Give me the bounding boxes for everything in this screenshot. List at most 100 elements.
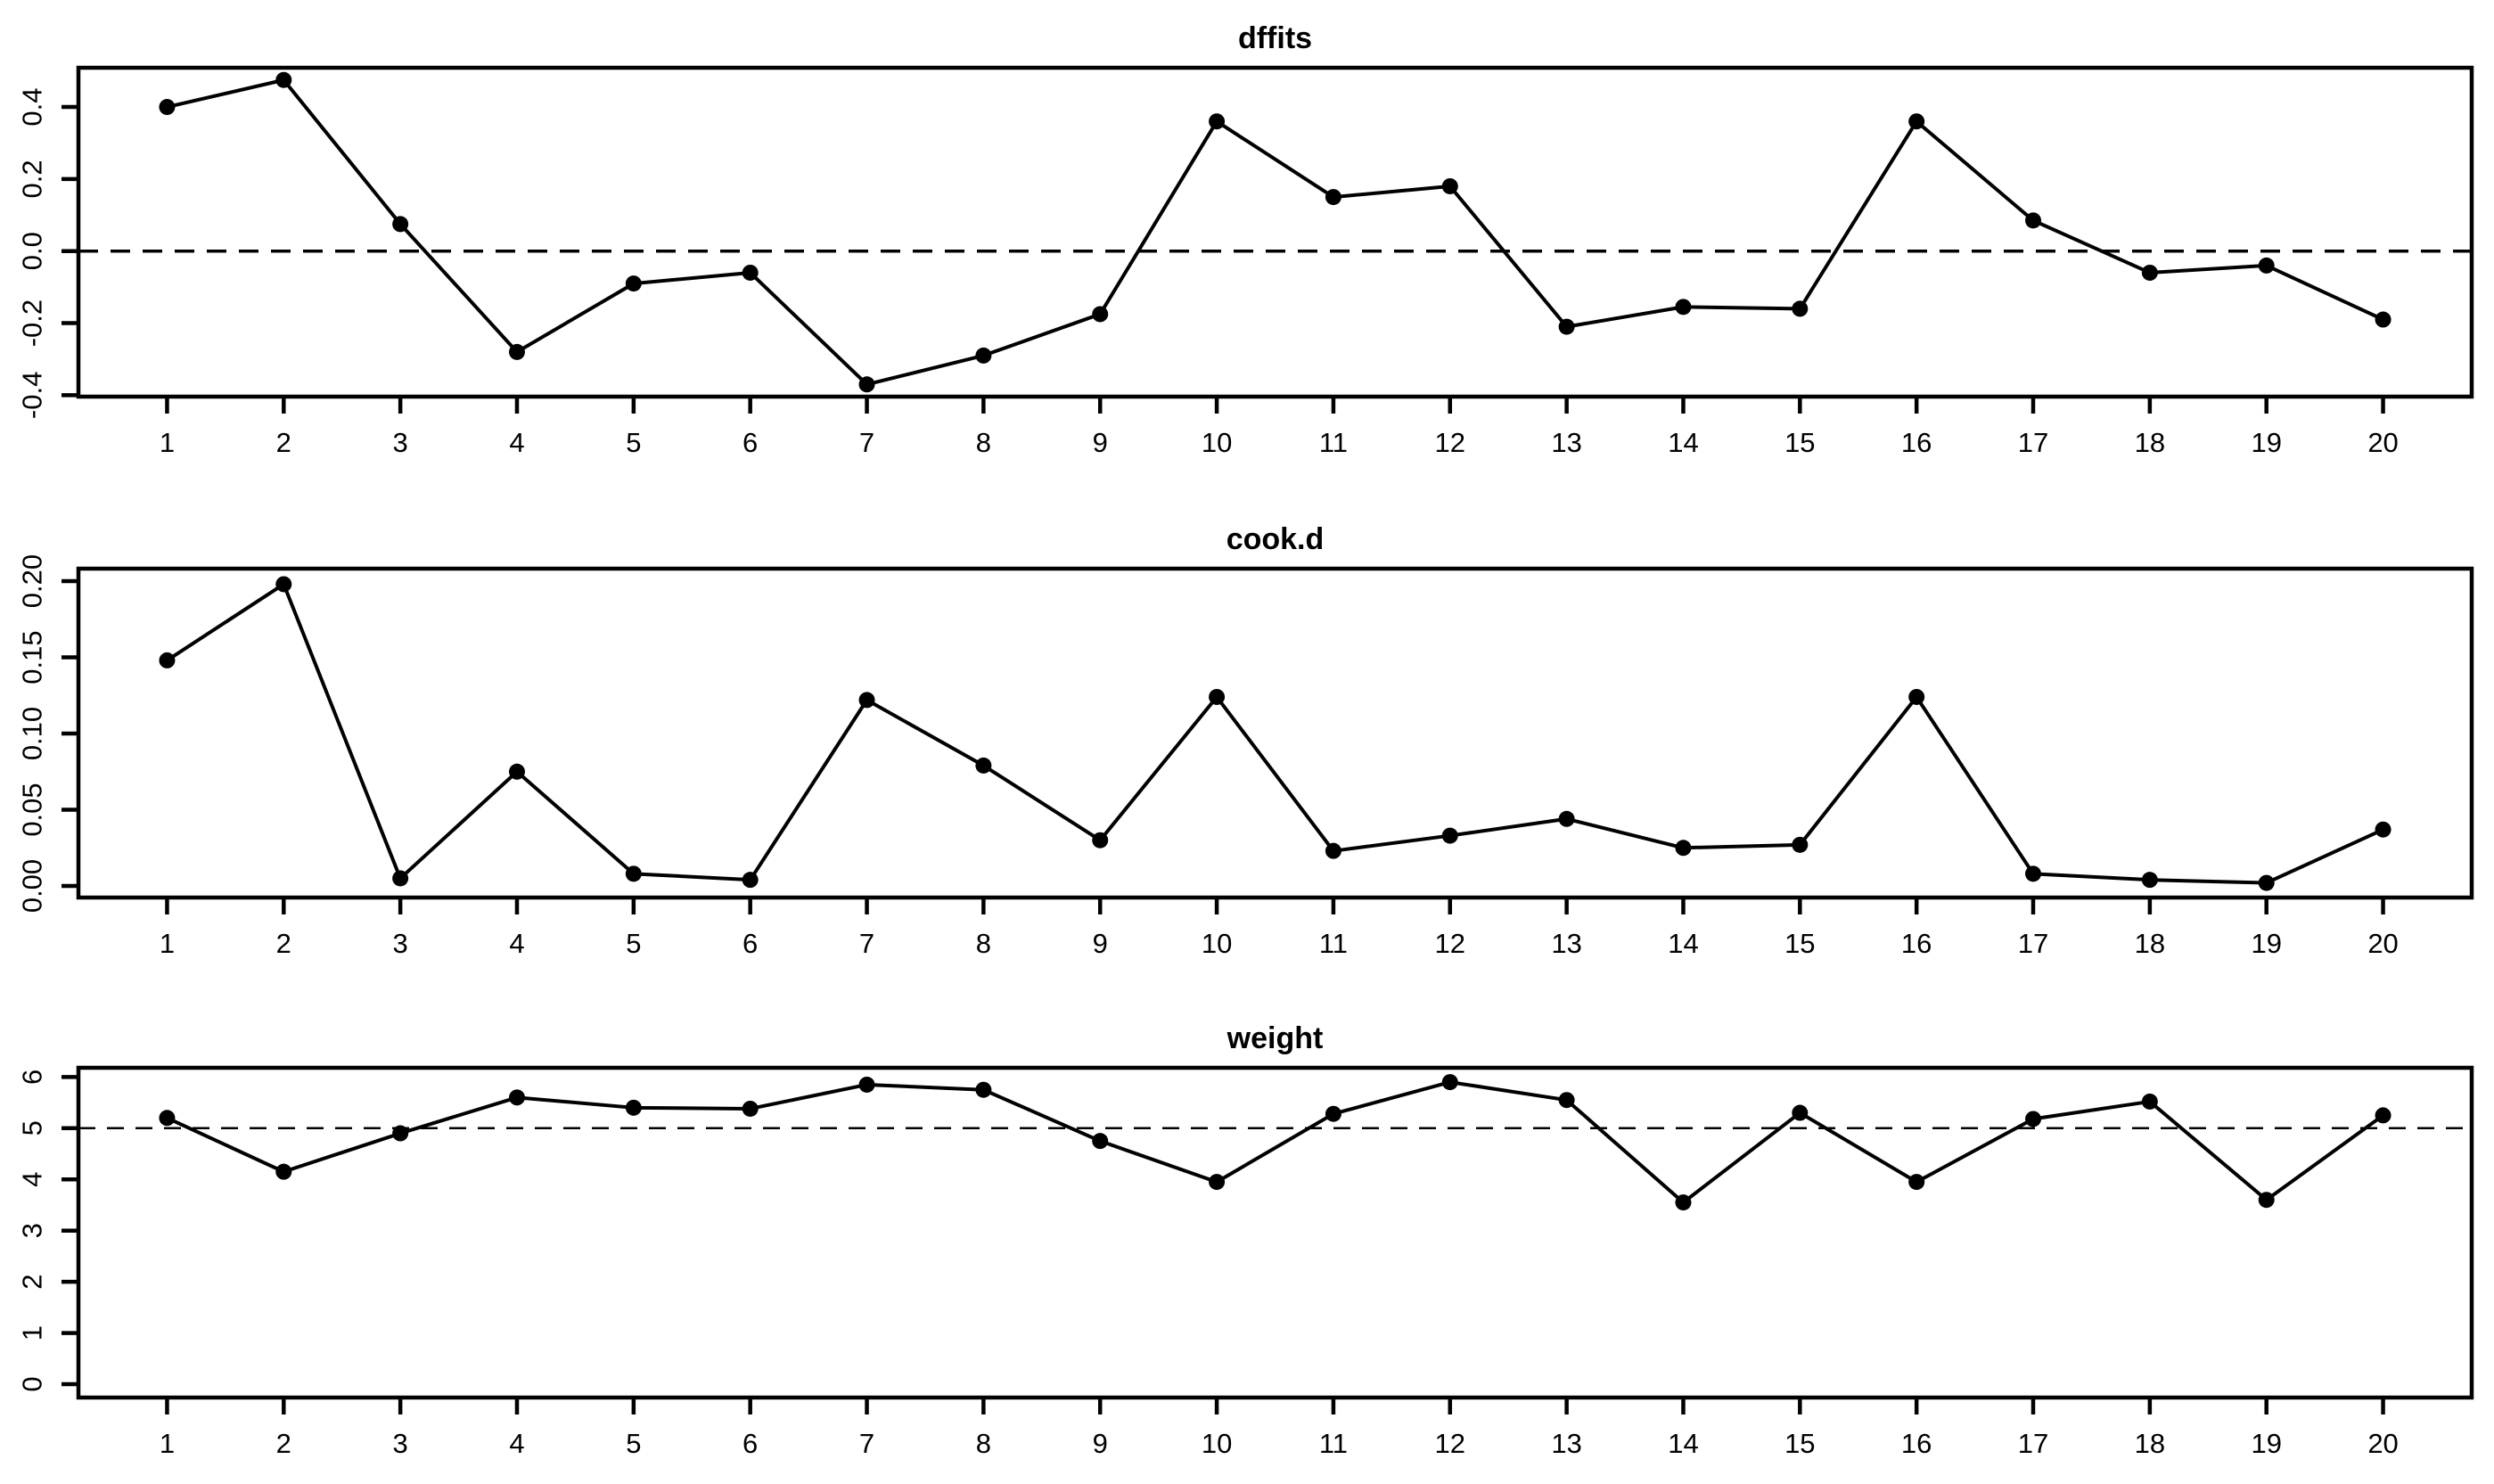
y-axis-tick-label: 0.05 <box>17 783 48 836</box>
x-axis-tick-label: 13 <box>1551 1428 1581 1459</box>
data-point <box>742 872 759 889</box>
x-axis-tick-label: 16 <box>1901 928 1932 959</box>
x-axis-tick-label: 9 <box>1093 1428 1108 1459</box>
x-axis-tick-label: 1 <box>160 1428 175 1459</box>
x-axis-tick-label: 15 <box>1784 928 1815 959</box>
x-axis-tick-label: 3 <box>393 1428 408 1459</box>
x-axis-tick-label: 2 <box>276 1428 291 1459</box>
x-axis-tick-label: 15 <box>1784 427 1815 458</box>
panel-title: dffits <box>1238 21 1312 55</box>
x-axis-tick-label: 20 <box>2367 427 2398 458</box>
data-point <box>508 763 525 780</box>
x-axis-tick-label: 15 <box>1784 1428 1815 1459</box>
x-axis-tick-label: 2 <box>276 928 291 959</box>
x-axis-tick-label: 11 <box>1319 1428 1348 1459</box>
x-axis-tick-label: 1 <box>160 427 175 458</box>
y-axis-tick-label: -0.4 <box>17 372 48 419</box>
data-point <box>1675 1194 1692 1211</box>
data-point <box>1441 827 1458 844</box>
x-axis-tick-label: 5 <box>626 427 641 458</box>
x-axis-tick-label: 12 <box>1435 1428 1465 1459</box>
x-axis-tick-label: 11 <box>1319 427 1348 458</box>
data-point <box>625 865 642 882</box>
x-axis-tick-label: 6 <box>742 427 758 458</box>
series-line <box>165 582 2385 885</box>
x-axis-tick-label: 7 <box>859 427 874 458</box>
plot-box <box>76 65 2474 399</box>
x-axis-tick-label: 20 <box>2367 1428 2398 1459</box>
data-point <box>1325 1105 1341 1122</box>
y-axis-tick-label: 0 <box>17 1376 48 1391</box>
data-point <box>2025 1111 2042 1127</box>
data-point <box>1908 113 1925 130</box>
x-axis-tick-label: 14 <box>1668 427 1698 458</box>
plot-box <box>76 566 2474 900</box>
data-point <box>2258 1192 2275 1209</box>
data-point <box>2375 1107 2391 1124</box>
x-axis-tick-label: 2 <box>276 427 291 458</box>
panel-weight: 1 2 3 4 5 6 7 8 9 10 11 12 13 14 15 16 17 18 19 200123456we… <box>17 1021 2474 1459</box>
data-point <box>275 71 292 88</box>
x-axis-tick-label: 6 <box>742 1428 758 1459</box>
data-point <box>508 1089 525 1106</box>
data-point <box>159 1110 176 1127</box>
x-axis-tick-label: 6 <box>742 928 758 959</box>
data-point <box>1558 810 1575 827</box>
data-point <box>1908 1174 1925 1191</box>
x-axis-tick-label: 18 <box>2135 427 2165 458</box>
x-axis-tick-label: 10 <box>1202 427 1232 458</box>
x-axis-tick-label: 14 <box>1668 1428 1698 1459</box>
data-point <box>858 376 875 393</box>
plot-box <box>76 1065 2474 1400</box>
y-axis-tick-label: 3 <box>17 1223 48 1238</box>
x-axis-tick-label: 19 <box>2251 1428 2281 1459</box>
x-axis-tick-label: 8 <box>976 427 991 458</box>
series-line <box>165 1080 2385 1205</box>
data-point <box>2141 264 2158 281</box>
data-point <box>975 757 992 774</box>
data-point <box>1441 177 1458 194</box>
data-point <box>392 870 409 887</box>
x-axis-tick-label: 13 <box>1551 427 1581 458</box>
x-axis-tick-label: 7 <box>859 1428 874 1459</box>
data-point <box>1209 688 1226 705</box>
data-point <box>625 1099 642 1116</box>
x-axis-tick-label: 16 <box>1901 1428 1932 1459</box>
data-point <box>1558 1092 1575 1109</box>
data-point <box>2258 874 2275 891</box>
y-axis-tick-label: 2 <box>17 1275 48 1290</box>
x-axis-tick-label: 8 <box>976 928 991 959</box>
x-axis-tick-label: 13 <box>1551 928 1581 959</box>
data-point <box>1209 113 1226 130</box>
data-point <box>159 652 176 668</box>
x-axis-tick-label: 11 <box>1319 928 1348 959</box>
data-point <box>975 1081 992 1098</box>
data-point <box>392 1125 409 1142</box>
x-axis-tick-label: 5 <box>626 928 641 959</box>
data-point <box>2141 1093 2158 1110</box>
y-axis-tick-label: 0.10 <box>17 707 48 760</box>
x-axis-tick-label: 8 <box>976 1428 991 1459</box>
x-axis-tick-label: 12 <box>1435 928 1465 959</box>
y-axis-tick-label: 6 <box>17 1070 48 1085</box>
x-axis-tick-label: 4 <box>509 427 524 458</box>
data-point <box>975 347 992 364</box>
data-point <box>2025 212 2042 229</box>
series-line <box>165 78 2385 387</box>
data-point <box>1325 842 1341 859</box>
panel-title: weight <box>1226 1021 1324 1055</box>
y-axis-tick-label: 0.0 <box>17 232 48 270</box>
data-point <box>2258 257 2275 274</box>
data-point <box>1441 1074 1458 1091</box>
data-point <box>1675 840 1692 857</box>
data-point <box>1675 299 1692 316</box>
data-point <box>1209 1174 1226 1191</box>
x-axis-tick-label: 19 <box>2251 427 2281 458</box>
data-point <box>858 1076 875 1093</box>
data-point <box>1792 1104 1809 1121</box>
data-point <box>392 216 409 233</box>
x-axis-tick-label: 4 <box>509 928 524 959</box>
x-axis-tick-label: 10 <box>1202 928 1232 959</box>
data-point <box>625 275 642 292</box>
data-point <box>159 99 176 116</box>
